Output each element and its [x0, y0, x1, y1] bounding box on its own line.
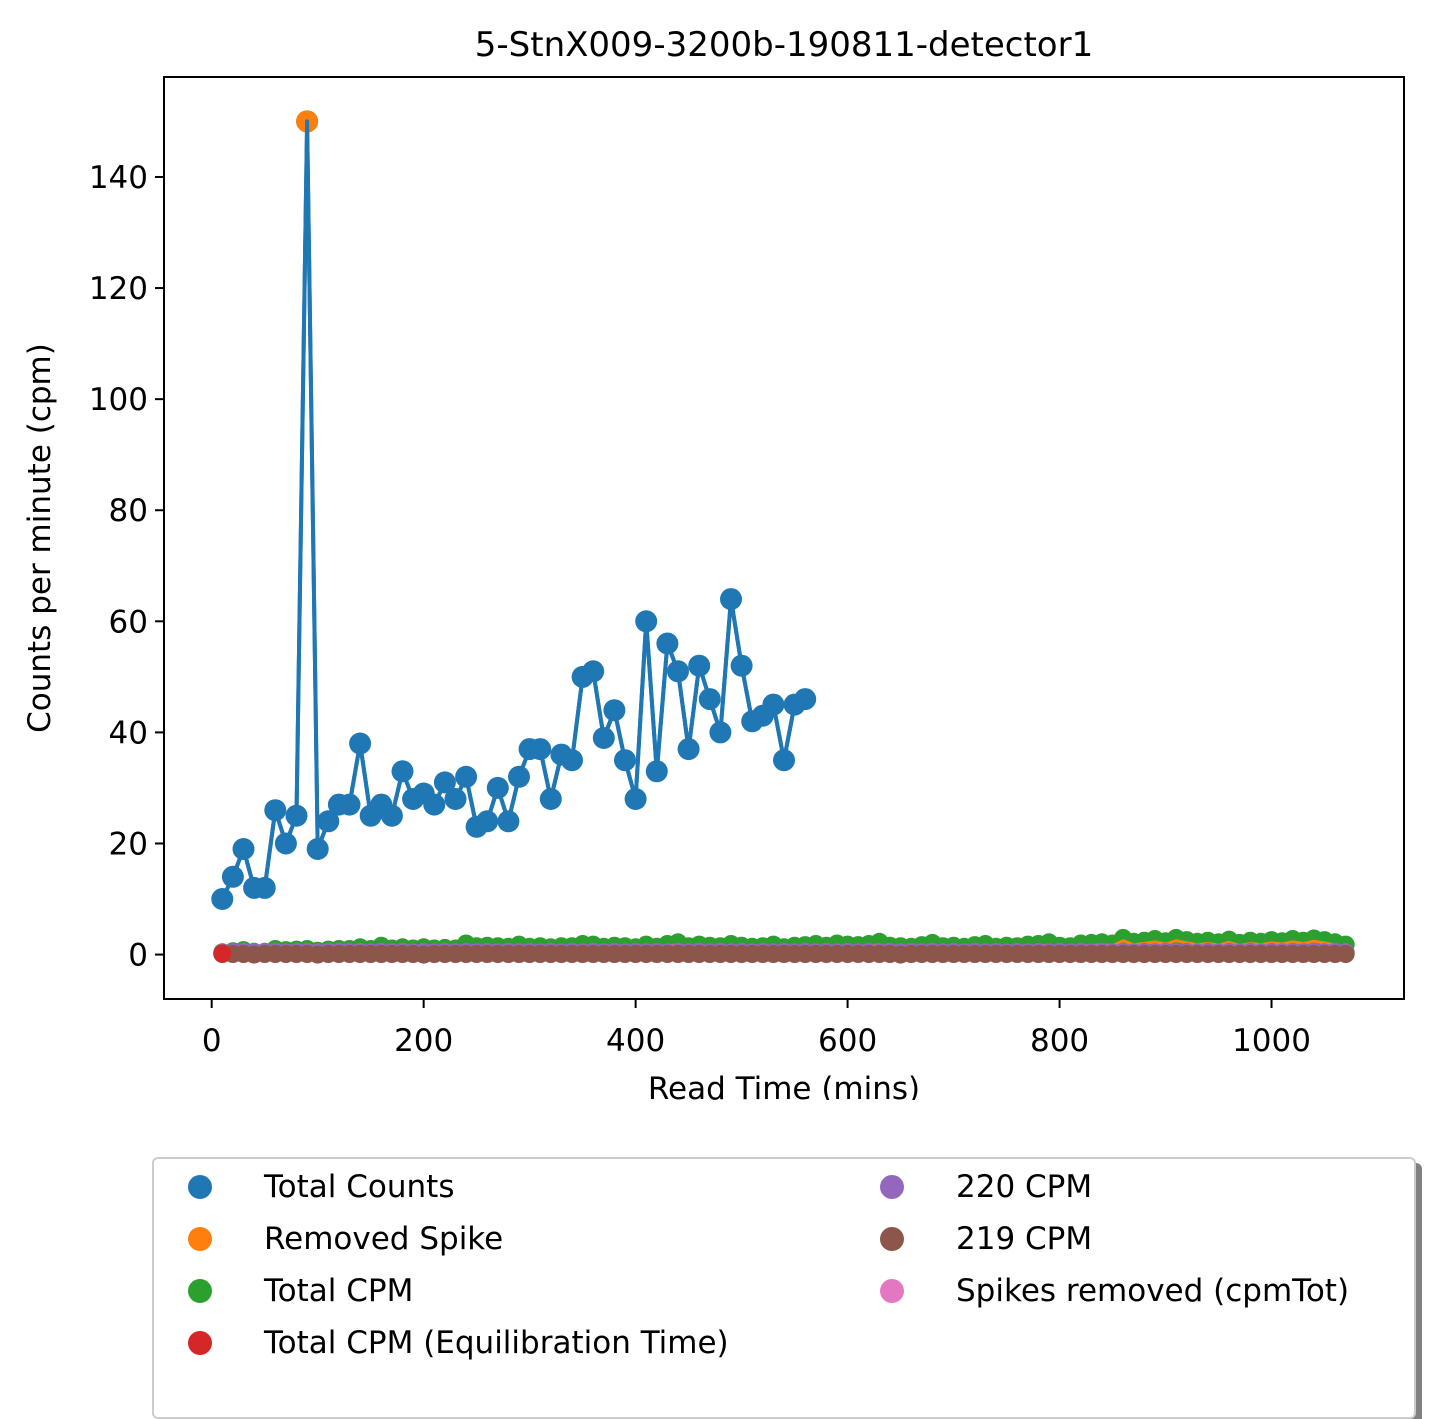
x-tick-label: 400 [606, 1023, 665, 1059]
series-total-counts-overlay [220, 119, 807, 900]
legend-marker [880, 1227, 904, 1251]
y-tick-label: 20 [109, 826, 148, 862]
x-tick-label: 0 [202, 1023, 222, 1059]
legend-label: Total CPM (Equilibration Time) [264, 1325, 729, 1361]
legend-item: Total CPM (Equilibration Time) [154, 1323, 729, 1363]
series-219-cpm [213, 945, 1355, 964]
series-total-cpm-equilibration-time [213, 944, 232, 963]
legend-label: 219 CPM [956, 1221, 1093, 1257]
legend-label: Total Counts [264, 1169, 455, 1205]
legend-label: Total CPM [264, 1273, 414, 1309]
x-axis-label: Read Time (mins) [648, 1071, 920, 1100]
legend-item: Removed Spike [154, 1219, 503, 1259]
x-tick-label: 200 [394, 1023, 453, 1059]
legend-item: Spikes removed (cpmTot) [846, 1271, 1349, 1311]
legend-label: Spikes removed (cpmTot) [956, 1273, 1350, 1309]
legend-item: 220 CPM [846, 1167, 1092, 1207]
y-axis-label: Counts per minute (cpm) [22, 343, 58, 733]
plot-area [211, 110, 1355, 964]
axis-ticks: 0 200 400 600 800 1000 0 20 40 60 80 100 120 140 [89, 160, 1311, 1059]
legend-marker [880, 1279, 904, 1303]
y-tick-label: 80 [109, 493, 148, 529]
series-line [220, 119, 807, 900]
legend: Total Counts Removed Spike Total CPM Total … [152, 1157, 1416, 1419]
data-point [213, 944, 232, 963]
legend-label: Removed Spike [264, 1221, 504, 1257]
legend-marker [188, 1279, 212, 1303]
data-point [1336, 945, 1355, 963]
y-tick-label: 40 [109, 715, 148, 751]
x-tick-label: 600 [818, 1023, 877, 1059]
legend-marker [188, 1227, 212, 1251]
legend-item: Total CPM [154, 1271, 413, 1311]
legend-item: 219 CPM [846, 1219, 1092, 1259]
x-tick-label: 800 [1030, 1023, 1089, 1059]
chart: 5-StnX009-3200b-190811-detector1 Read Ti… [22, 25, 1405, 1100]
plot-frame [163, 76, 1405, 1000]
x-tick-label: 1000 [1232, 1023, 1311, 1059]
y-tick-label: 120 [89, 271, 148, 307]
chart-title: 5-StnX009-3200b-190811-detector1 [475, 25, 1093, 65]
legend-marker [188, 1175, 212, 1199]
y-tick-label: 100 [89, 382, 148, 418]
legend-marker [188, 1331, 212, 1355]
y-tick-label: 60 [109, 604, 148, 640]
legend-label: 220 CPM [956, 1169, 1093, 1205]
legend-item: Total Counts [154, 1167, 454, 1207]
y-tick-label: 0 [128, 938, 148, 974]
y-tick-label: 140 [89, 160, 148, 196]
legend-marker [880, 1175, 904, 1199]
